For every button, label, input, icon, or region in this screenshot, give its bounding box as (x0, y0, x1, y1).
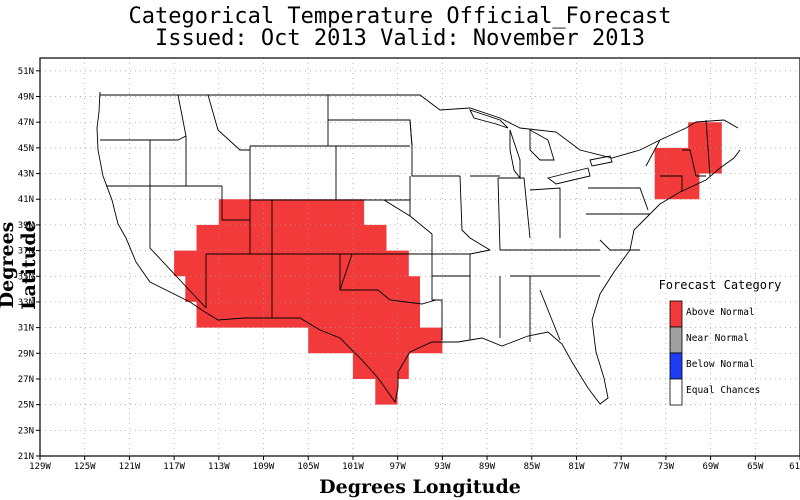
map-subtitle: Issued: Oct 2013 Valid: November 2013 (154, 26, 646, 51)
forecast-regions (174, 122, 722, 405)
y-tick-label: 49N (18, 93, 34, 103)
legend-swatch (669, 378, 683, 406)
y-tick-label: 37N (18, 247, 34, 257)
y-axis-label: Degrees Latitude (0, 220, 40, 310)
y-tick-label: 35N (18, 272, 34, 282)
state-lines-central (384, 119, 640, 342)
x-tick-label: 73W (658, 462, 675, 472)
x-tick-label: 125W (74, 462, 96, 472)
x-tick-label: 93W (434, 462, 451, 472)
x-tick-label: 89W (479, 462, 496, 472)
canada-border (100, 94, 739, 159)
y-tick-label: 29N (18, 349, 34, 359)
state-boundaries (96, 91, 741, 405)
axis-ticks: 129W 125W 121W 117W 113W 109W 105W 101W 97W 93W 89… (18, 67, 800, 472)
x-tick-label: 109W (253, 462, 275, 472)
y-tick-label: 23N (18, 426, 34, 436)
y-tick-label: 25N (18, 401, 34, 411)
legend-swatch (669, 352, 683, 380)
legend-label: Near Normal (686, 333, 749, 344)
x-tick-label: 105W (297, 462, 319, 472)
y-tick-label: 21N (18, 452, 34, 462)
legend-swatch (669, 326, 683, 354)
legend-label: Equal Chances (686, 385, 760, 396)
coastline (96, 91, 741, 405)
y-tick-label: 47N (18, 118, 34, 128)
x-tick-label: 77W (613, 462, 630, 472)
y-tick-label: 43N (18, 170, 34, 180)
graticule (39, 58, 800, 457)
y-tick-label: 31N (18, 324, 34, 334)
x-tick-label: 117W (163, 462, 185, 472)
map-title: Categorical Temperature Official_Forecas… (128, 4, 672, 29)
x-tick-label: 129W (29, 462, 51, 472)
x-tick-label: 121W (119, 462, 141, 472)
y-tick-label: 45N (18, 144, 34, 154)
x-tick-label: 65W (747, 462, 764, 472)
y-tick-label: 39N (18, 221, 34, 231)
x-tick-label: 85W (524, 462, 541, 472)
great-lakes (469, 109, 613, 185)
plot-frame (39, 57, 800, 457)
legend-swatch (669, 300, 683, 328)
x-tick-label: 61 (789, 462, 800, 472)
x-tick-label: 81W (568, 462, 585, 472)
x-tick-label: 97W (390, 462, 407, 472)
y-tick-label: 51N (18, 67, 34, 77)
legend: Forecast Category Above Normal Near Normal… (659, 278, 782, 406)
state-lines-northeast (586, 119, 711, 215)
x-tick-label: 113W (208, 462, 230, 472)
x-tick-label: 101W (342, 462, 364, 472)
legend-label: Below Normal (686, 359, 755, 370)
y-tick-label: 41N (18, 195, 34, 205)
forecast-region-northeast (654, 122, 722, 200)
legend-label: Above Normal (686, 307, 755, 318)
y-tick-label: 27N (18, 375, 34, 385)
legend-title: Forecast Category (659, 278, 782, 292)
x-axis-label: Degrees Longitude (319, 476, 521, 498)
y-tick-label: 33N (18, 298, 34, 308)
x-tick-label: 69W (702, 462, 719, 472)
